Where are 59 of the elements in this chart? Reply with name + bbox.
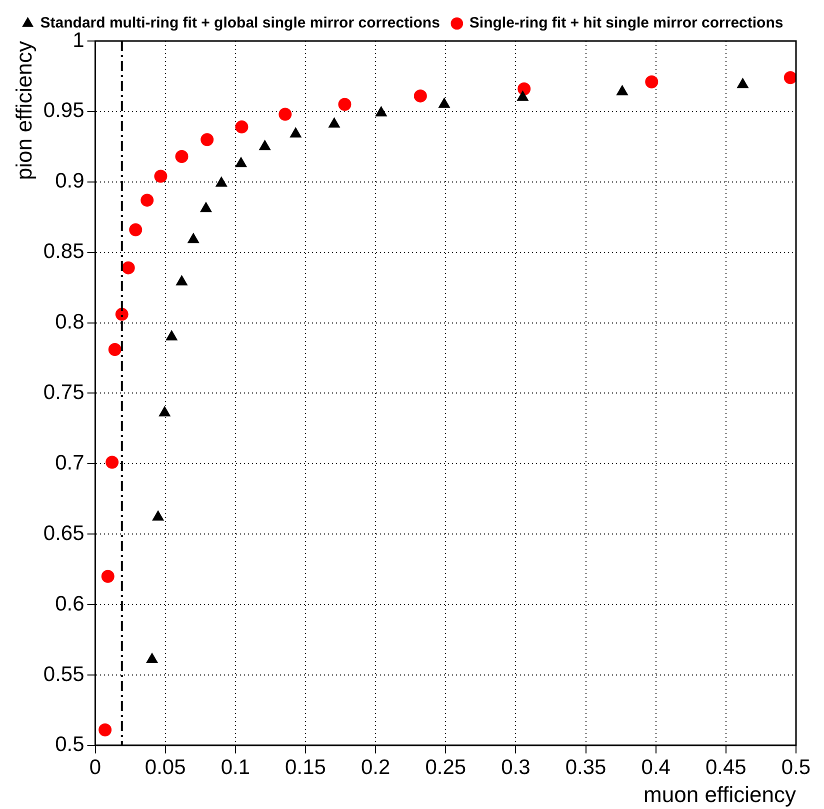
y-tick-label: 0.75 [43,380,84,404]
point [176,275,188,286]
y-tick-label: 0.9 [55,170,84,193]
x-tick-label: 0.25 [425,756,466,779]
point [328,118,340,128]
y-tick-label: 0.55 [43,662,84,686]
y-tick-label: 0.85 [43,240,84,264]
point [129,223,142,236]
point [518,82,531,96]
x-tick-label: 0.5 [781,756,811,779]
point [235,120,248,134]
y-tick-label: 0.65 [43,522,84,545]
point [200,202,212,212]
point [154,170,168,183]
point [108,343,122,356]
point [414,89,427,102]
x-axis-title: muon efficiency [644,782,796,807]
point [101,570,114,583]
point [216,176,228,187]
point [784,71,796,84]
point [737,78,748,88]
point [122,261,135,274]
point [175,150,188,164]
point [517,90,528,101]
x-tick-label: 0.45 [705,756,746,779]
point [146,652,158,663]
x-tick-label: 0 [89,756,102,779]
point [152,510,164,521]
point [188,233,200,244]
point [616,85,628,96]
point [290,127,302,138]
y-tick-label: 0.7 [55,451,84,474]
point [200,133,214,146]
point [259,140,271,150]
y-tick-label: 0.8 [55,310,84,334]
point [106,456,119,469]
x-tick-label: 0.35 [565,756,606,779]
x-tick-label: 0.05 [144,756,186,779]
point [438,98,450,108]
y-tick-label: 0.95 [43,99,84,122]
x-tick-label: 0.3 [501,756,530,779]
x-tick-label: 0.4 [641,756,671,779]
point [338,98,352,111]
x-tick-label: 0.1 [220,756,250,779]
point [375,106,387,116]
point [158,406,170,416]
point [140,194,154,207]
point [645,75,658,88]
y-tick-label: 0.6 [55,592,84,616]
point [115,308,128,321]
point [235,157,247,168]
x-tick-label: 0.2 [360,756,390,779]
x-tick-label: 0.15 [285,756,326,779]
y-tick-label: 0.5 [55,733,84,756]
point [166,330,178,340]
y-axis-title: pion efficiency [11,41,36,180]
legend-label: Single-ring fit + hit single mirror corrections [469,14,784,32]
point [98,723,112,736]
point [278,108,292,121]
